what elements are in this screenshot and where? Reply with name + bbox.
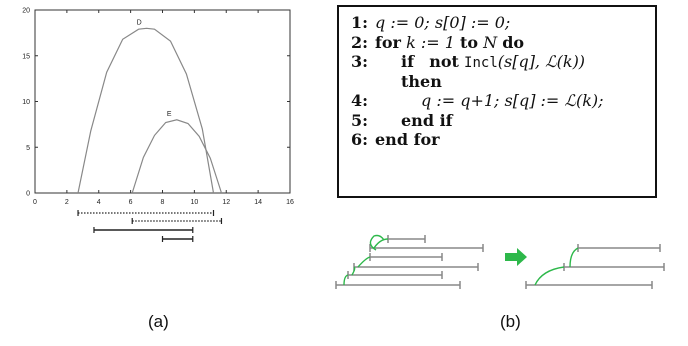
line-number: 3: (351, 52, 369, 71)
curve-label-e: E (167, 111, 172, 118)
keyword-not: not (429, 52, 459, 71)
function-incl: Incl (464, 55, 498, 71)
keyword-if: if (401, 52, 414, 71)
caption-b: (b) (500, 312, 521, 331)
interval-before-5 (347, 271, 443, 279)
figure-b-diagram (335, 234, 665, 289)
chart-curves: DE (77, 19, 223, 194)
interval-before-3 (369, 253, 443, 261)
arrow-right-icon (505, 248, 527, 266)
interval-after-1 (577, 244, 661, 252)
interval-after-3 (525, 281, 653, 289)
algo-line-1: 1: q := 0; s[0] := 0; (351, 13, 645, 33)
keyword-then: then (401, 71, 442, 91)
line-number: 2: (351, 32, 369, 52)
line-number: 6: (351, 130, 369, 149)
x-tick-label: 0 (33, 199, 37, 206)
algo-line-4: 4: q := q+1; s[q] := ℒ(k); (351, 91, 645, 111)
y-tick-label: 10 (22, 99, 30, 106)
intervals-after (525, 244, 665, 289)
curve-e (131, 119, 223, 194)
x-tick-label: 16 (286, 199, 294, 206)
caption-a: (a) (148, 312, 169, 331)
interval-after-2 (563, 263, 665, 271)
interval-before-6 (335, 281, 461, 289)
x-tick-label: 8 (161, 199, 165, 206)
merge-arrow (357, 256, 371, 268)
algo-line-2: 2: for k := 1 to N do (351, 33, 645, 53)
algorithm-box: 1: q := 0; s[0] := 0; 2: for k := 1 to N d… (337, 5, 657, 198)
algo-text: q := 0; s[0] := 0; (375, 13, 511, 32)
line-number: 4: (351, 91, 369, 110)
curve-label-d: D (137, 19, 142, 26)
merge-arrows-after (534, 247, 579, 286)
merge-arrow (569, 247, 579, 268)
merge-arrow (534, 266, 565, 286)
plot-frame (34, 9, 291, 194)
keyword-to: to (460, 32, 479, 52)
curve-d (77, 27, 215, 194)
keyword-end-if: end if (401, 110, 453, 130)
merge-arrow (351, 266, 356, 276)
intervals-before (335, 235, 484, 289)
keyword-for: for (375, 32, 401, 52)
chart-axes: 0 2 4 6 8 10 12 14 16 0 5 10 15 20 (22, 8, 294, 207)
interval-before-1 (387, 235, 426, 243)
algo-line-5: 5: end if (351, 111, 645, 131)
algo-text: N (478, 32, 503, 52)
y-tick-label: 20 (22, 8, 30, 15)
x-tick-label: 4 (97, 199, 101, 206)
chart-intervals (77, 210, 223, 242)
x-tick-label: 14 (254, 199, 262, 206)
algo-text: (s[q], ℒ(k)) (497, 52, 586, 71)
algo-line-3b: then (351, 72, 645, 92)
line-number: 5: (351, 110, 369, 130)
algo-text: q := q+1; s[q] := ℒ(k); (421, 91, 604, 110)
merge-arrow (343, 274, 349, 286)
algo-line-3: 3: if not Incl(s[q], ℒ(k)) (351, 52, 645, 72)
interval-before-2 (369, 244, 484, 252)
merge-arrow (369, 234, 385, 251)
x-tick-label: 2 (65, 199, 69, 206)
line-number: 1: (351, 13, 369, 32)
x-tick-label: 10 (190, 199, 198, 206)
y-tick-label: 5 (26, 145, 30, 152)
interval-before-4 (353, 263, 479, 271)
algo-text: k := 1 (400, 32, 460, 52)
keyword-end-for: end for (375, 130, 440, 149)
merge-arrow (373, 238, 389, 249)
x-tick-label: 6 (129, 199, 133, 206)
merge-arrows-before (343, 234, 389, 286)
y-tick-label: 15 (22, 53, 30, 60)
keyword-do: do (502, 32, 525, 52)
y-tick-label: 0 (26, 191, 30, 198)
algo-line-6: 6: end for (351, 130, 645, 150)
x-tick-label: 12 (222, 199, 230, 206)
